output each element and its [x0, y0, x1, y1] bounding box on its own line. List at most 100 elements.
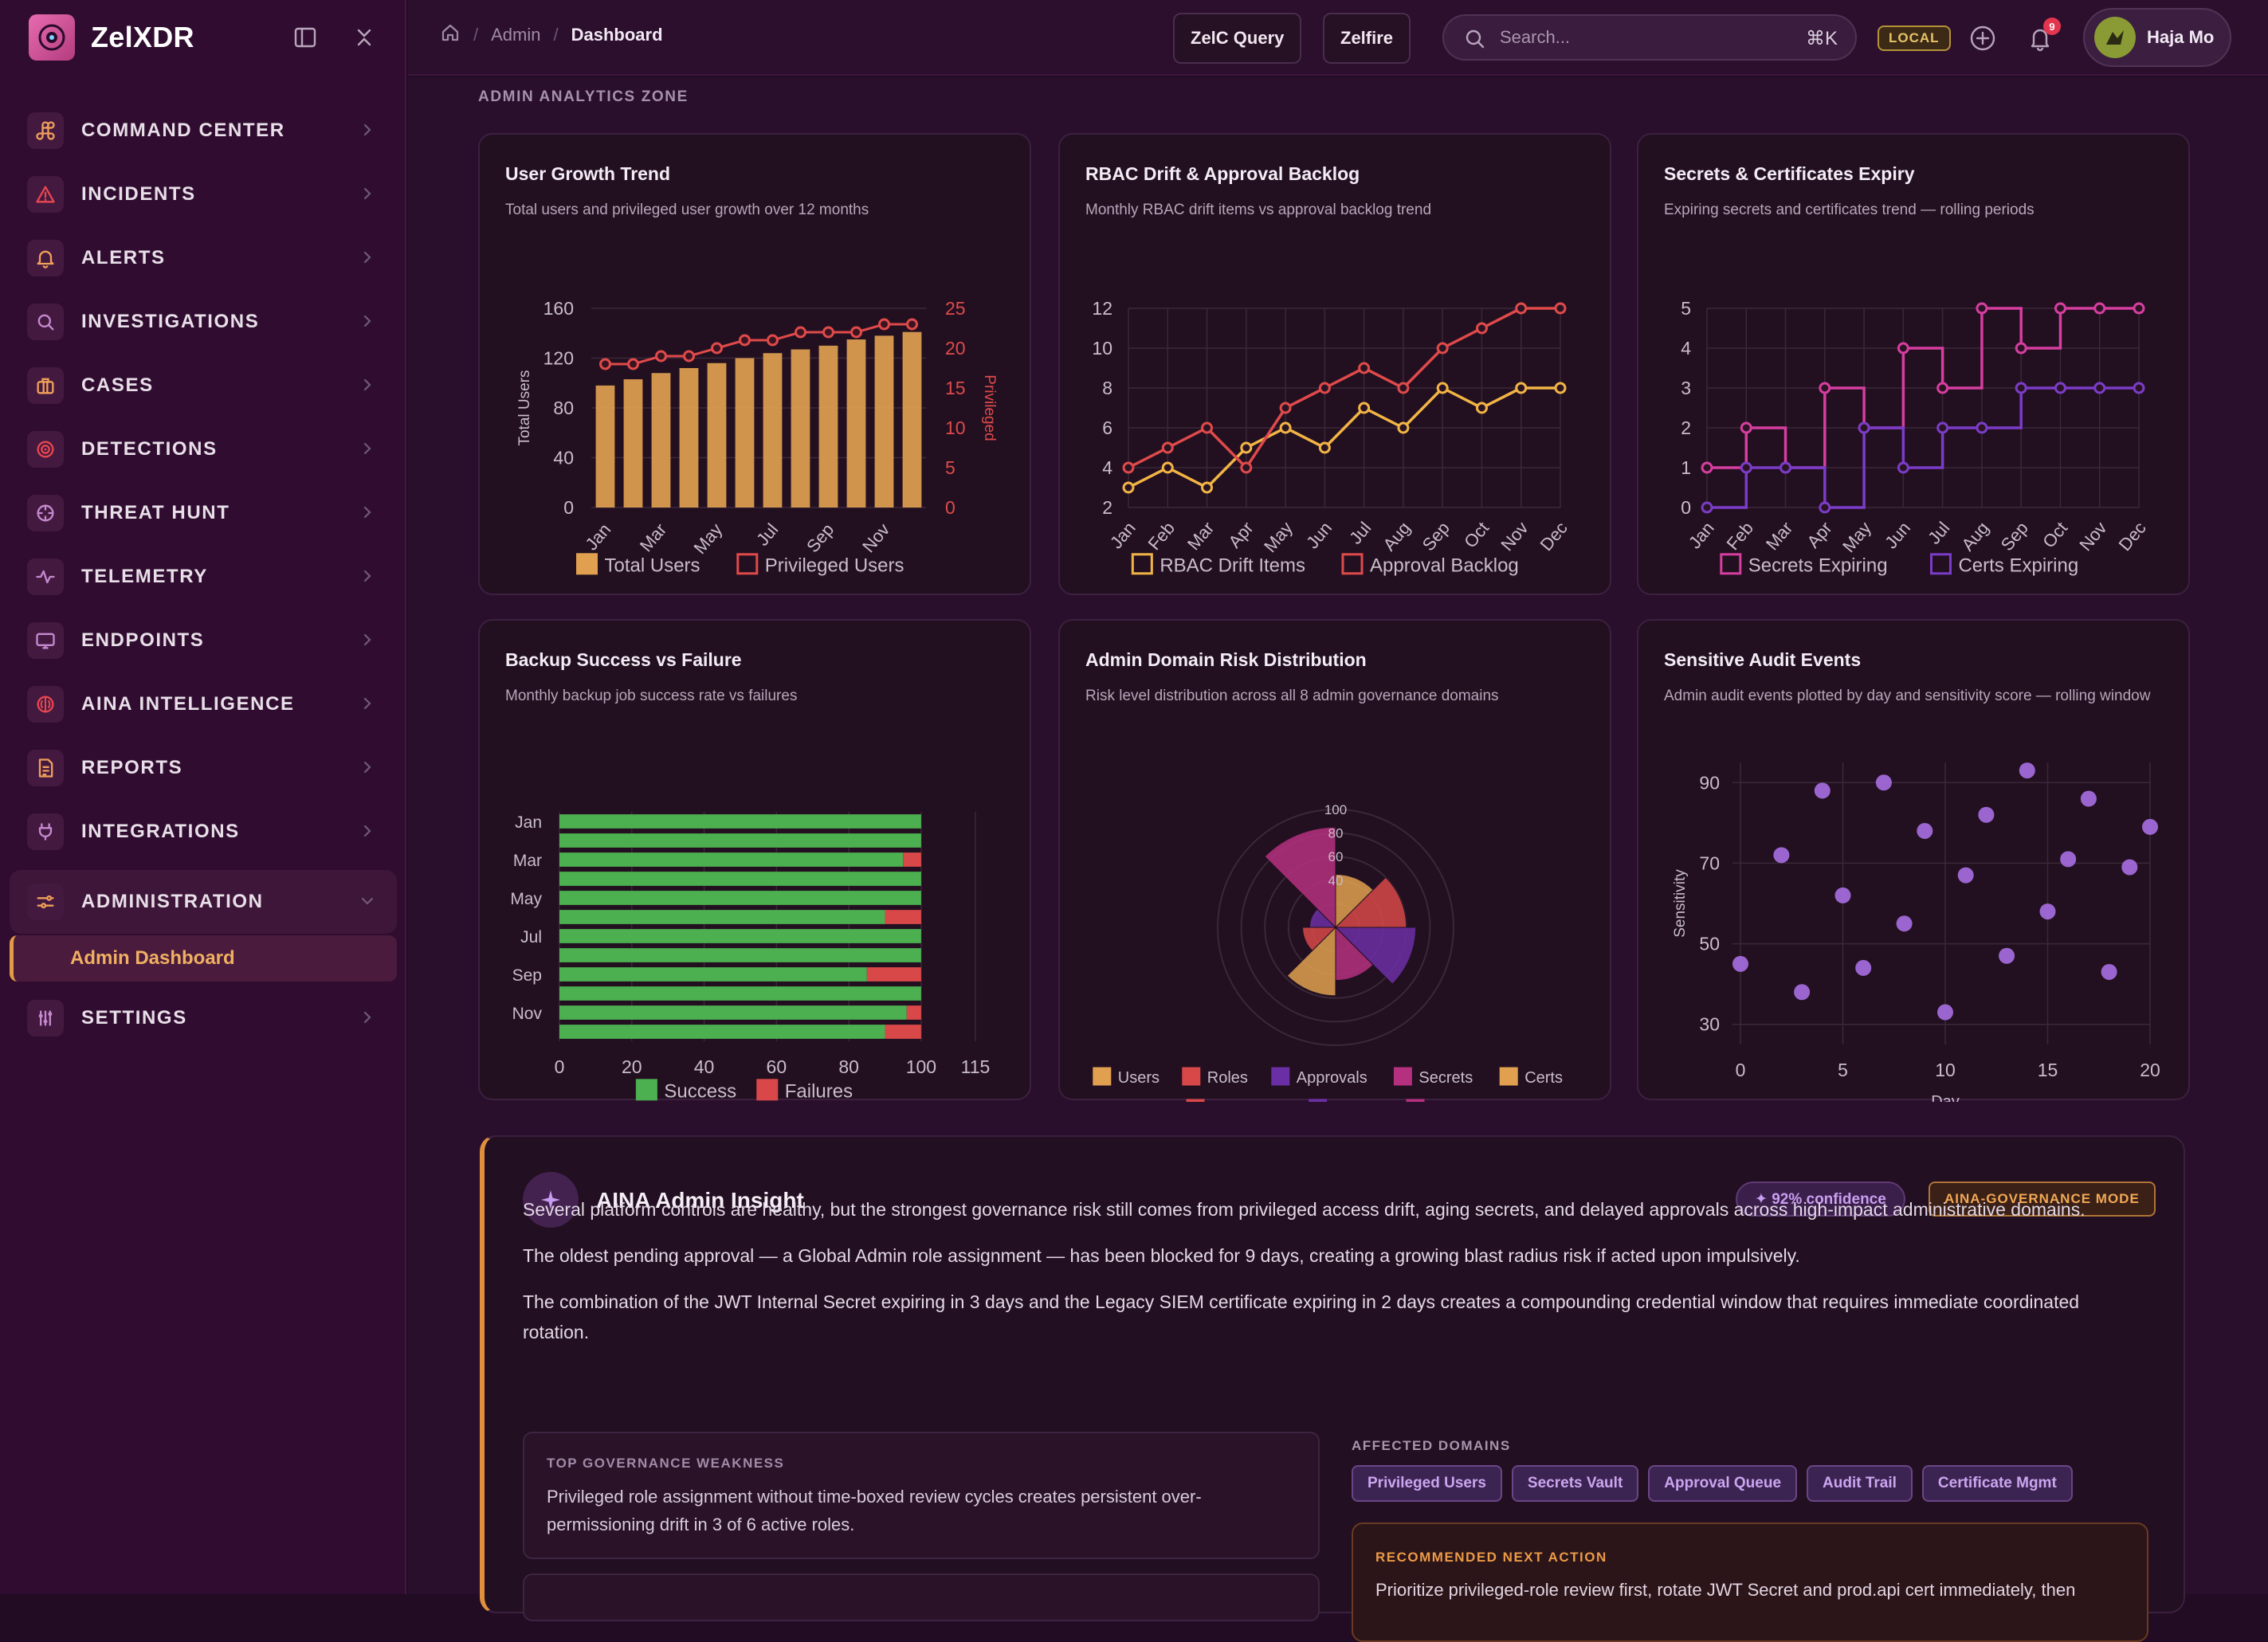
- x-tick-label: Aug: [1957, 518, 1992, 555]
- sidebar-item-label: THREAT HUNT: [81, 502, 230, 523]
- scrollbar[interactable]: [2258, 77, 2268, 1594]
- card-subtitle: Monthly backup job success rate vs failu…: [505, 688, 798, 704]
- legend-label: RBAC Drift Items: [1160, 555, 1305, 577]
- card-title: Secrets & Certificates Expiry: [1664, 163, 1915, 184]
- domain-tag[interactable]: Audit Trail: [1807, 1465, 1913, 1502]
- polar-slice: [1334, 876, 1407, 928]
- domain-tag[interactable]: Certificate Mgmt: [1921, 1465, 2073, 1502]
- x-tick-label: Sep: [802, 519, 838, 556]
- sidebar-item-label: ADMINISTRATION: [81, 891, 264, 912]
- chevron-right-icon: [359, 312, 376, 330]
- data-point: [599, 358, 611, 370]
- sidebar-item-detections[interactable]: DETECTIONS: [10, 417, 397, 481]
- domain-tag[interactable]: Secrets Vault: [1511, 1465, 1639, 1502]
- action-text: Prioritize privileged-role review first,…: [1375, 1580, 2076, 1600]
- legend-swatch: [1309, 1099, 1328, 1102]
- scatter-point: [1957, 867, 1974, 884]
- sidebar-item-aina-intelligence[interactable]: AINA INTELLIGENCE: [10, 672, 397, 736]
- scatter-point: [1855, 959, 1872, 976]
- bar-segment: [559, 872, 921, 886]
- secrets-expiry-card: 0 1 2 3 4 5 Jan Feb Mar Apr May Jun Jul Aug Sep Oct Nov D…: [1637, 133, 2190, 595]
- chevron-right-icon: [359, 822, 376, 840]
- home-icon[interactable]: [440, 22, 461, 48]
- legend-swatch: [1406, 1099, 1425, 1102]
- sidebar-item-threat-hunt[interactable]: THREAT HUNT: [10, 481, 397, 545]
- sidebar-item-administration[interactable]: ADMINISTRATION: [10, 870, 397, 934]
- y-tick-label: 40: [553, 448, 574, 468]
- y-axis-label: Total Users: [516, 370, 533, 445]
- card-subtitle: Expiring secrets and certificates trend …: [1664, 202, 2035, 218]
- zelfire-button[interactable]: Zelfire: [1323, 13, 1411, 64]
- x-tick-label: Jul: [752, 519, 782, 550]
- data-point: [1819, 382, 1831, 394]
- legend-swatch: [756, 1079, 779, 1101]
- sidebar-item-cases[interactable]: CASES: [10, 354, 397, 417]
- chevron-right-icon: [359, 440, 376, 457]
- sidebar-item-label: SETTINGS: [81, 1007, 187, 1029]
- y-tick-label: Mar: [513, 852, 542, 870]
- data-point: [1201, 481, 1214, 494]
- monitor-icon: [27, 622, 64, 659]
- data-point: [1740, 421, 1752, 434]
- y2-tick-label: 25: [945, 298, 966, 319]
- sidebar-item-incidents[interactable]: INCIDENTS: [10, 163, 397, 226]
- secondary-box: [523, 1573, 1320, 1621]
- sidebar-item-endpoints[interactable]: ENDPOINTS: [10, 609, 397, 672]
- domain-tag[interactable]: Privileged Users: [1352, 1465, 1502, 1502]
- x-tick-label: Jul: [1345, 518, 1375, 548]
- data-point: [1318, 382, 1331, 394]
- settings-sliders-icon: [27, 1000, 64, 1037]
- x-tick-label: Nov: [2075, 518, 2110, 555]
- x-tick-label: Dec: [2115, 518, 2150, 555]
- user-menu[interactable]: Haja Mo: [2083, 8, 2231, 67]
- card-subtitle: Total users and privileged user growth o…: [505, 202, 869, 218]
- bar-segment: [559, 929, 921, 943]
- breadcrumb-admin[interactable]: Admin: [491, 25, 541, 45]
- chevron-right-icon: [359, 695, 376, 712]
- sidebar-item-integrations[interactable]: INTEGRATIONS: [10, 800, 397, 864]
- bar: [818, 345, 838, 507]
- sidebar-subitem-admin-dashboard[interactable]: Admin Dashboard: [10, 935, 397, 982]
- sidebar-item-command-center[interactable]: COMMAND CENTER: [10, 99, 397, 163]
- sidebar-item-investigations[interactable]: INVESTIGATIONS: [10, 290, 397, 354]
- brand[interactable]: ZelXDR: [29, 11, 194, 64]
- pulse-icon: [27, 558, 64, 595]
- collapse-icon[interactable]: [351, 24, 378, 51]
- x-tick-label: Oct: [1460, 518, 1493, 551]
- x-tick-label: 20: [622, 1056, 642, 1077]
- notifications-bell-icon[interactable]: 9: [2026, 18, 2061, 53]
- bar: [763, 353, 783, 507]
- x-tick-label: Nov: [858, 519, 893, 556]
- bell-icon: [27, 240, 64, 276]
- x-tick-label: Jan: [1685, 518, 1718, 552]
- y-tick-label: 2: [1681, 417, 1691, 438]
- data-point: [1976, 421, 1988, 434]
- legend-label: Secrets: [1418, 1069, 1473, 1087]
- sidebar-item-reports[interactable]: REPORTS: [10, 736, 397, 800]
- data-point: [1240, 461, 1253, 474]
- scatter-point: [2039, 903, 2056, 920]
- scatter-point: [2080, 790, 2097, 807]
- legend-swatch: [1182, 1067, 1201, 1086]
- add-icon[interactable]: [1968, 24, 1997, 53]
- x-tick-label: Apr: [1224, 518, 1257, 551]
- scatter-point: [2019, 762, 2035, 779]
- data-point: [906, 318, 918, 331]
- sidebar-item-alerts[interactable]: ALERTS: [10, 226, 397, 290]
- data-point: [1701, 501, 1713, 514]
- x-tick-label: 100: [906, 1056, 936, 1077]
- zelc-query-button[interactable]: ZelC Query: [1173, 13, 1302, 64]
- data-point: [1279, 421, 1292, 434]
- scatter-point: [1732, 955, 1748, 972]
- bar-segment: [559, 948, 921, 962]
- sidebar-item-settings[interactable]: SETTINGS: [10, 986, 397, 1050]
- domain-tag[interactable]: Approval Queue: [1648, 1465, 1798, 1502]
- search-input[interactable]: Search... ⌘K: [1442, 14, 1857, 61]
- search-placeholder: Search...: [1500, 27, 1571, 47]
- environment-badge: LOCAL: [1878, 25, 1951, 51]
- sidebar-item-telemetry[interactable]: TELEMETRY: [10, 545, 397, 609]
- data-point: [1122, 481, 1135, 494]
- toggle-sidebar-icon[interactable]: [292, 24, 319, 51]
- bar-segment: [903, 852, 921, 867]
- x-tick-label: Feb: [1723, 518, 1758, 554]
